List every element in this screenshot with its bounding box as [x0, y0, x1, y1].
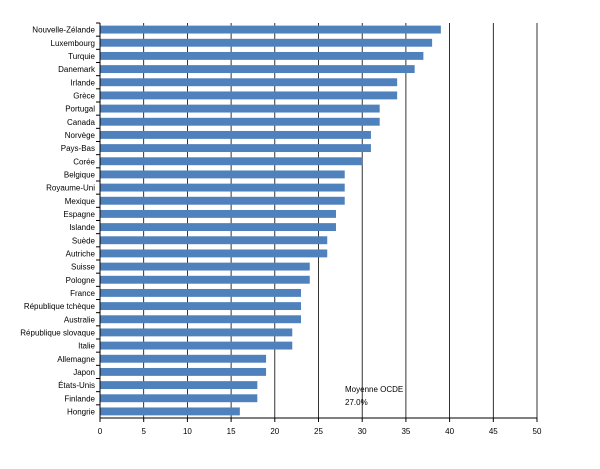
bars: [100, 25, 441, 416]
category-label: Nouvelle-Zélande: [32, 26, 95, 35]
x-tick-label: 45: [489, 427, 498, 436]
x-tick-label: 10: [183, 427, 192, 436]
grid-lines: [143, 23, 538, 418]
category-label: Italie: [78, 342, 95, 351]
bar: [100, 38, 433, 47]
x-tick-label: 40: [445, 427, 454, 436]
category-label: Turquie: [68, 52, 95, 61]
bar: [100, 65, 415, 74]
bar: [100, 407, 240, 416]
bar: [100, 367, 267, 376]
x-tick-label: 25: [314, 427, 323, 436]
category-label: États-Unis: [58, 381, 95, 390]
category-label: Suède: [72, 236, 96, 245]
x-tick-label: 30: [358, 427, 367, 436]
bar: [100, 262, 310, 271]
bar: [100, 249, 328, 258]
bar: [100, 144, 371, 153]
category-label: Pologne: [66, 276, 96, 285]
annotation-label: Moyenne OCDE: [345, 385, 403, 394]
bar: [100, 25, 441, 34]
bar: [100, 196, 345, 205]
category-label: Canada: [67, 118, 96, 127]
bar: [100, 236, 328, 245]
category-label: Allemagne: [57, 355, 95, 364]
category-label: Japon: [73, 368, 95, 377]
bar: [100, 209, 336, 218]
category-label: Suisse: [71, 263, 96, 272]
category-label: Luxembourg: [51, 39, 95, 48]
bar: [100, 354, 267, 363]
bar: [100, 183, 345, 192]
category-label: Norvège: [65, 131, 96, 140]
bar: [100, 130, 371, 139]
x-tick-label: 0: [98, 427, 103, 436]
category-label: Espagne: [63, 210, 95, 219]
category-label: Irlande: [71, 78, 96, 87]
bar: [100, 341, 293, 350]
bar: [100, 288, 302, 297]
category-label: Belgique: [64, 170, 96, 179]
category-label: Australie: [64, 315, 96, 324]
bar: [100, 328, 293, 337]
category-label: Islande: [69, 223, 95, 232]
x-tick-label: 5: [141, 427, 146, 436]
category-label: Grèce: [73, 91, 95, 100]
category-labels: Nouvelle-Zélande Luxembourg Turquie Danemar…: [20, 22, 100, 416]
bar: [100, 78, 398, 87]
category-label: Autriche: [66, 249, 96, 258]
bar: [100, 315, 302, 324]
bar: [100, 223, 336, 232]
x-axis-tick-labels: 0 5 10 15 20 25 30 35 40 45 50: [98, 418, 542, 436]
category-label: Danemark: [58, 65, 96, 74]
annotation-value: 27.0%: [345, 398, 368, 407]
bar: [100, 170, 345, 179]
category-label: Corée: [73, 157, 95, 166]
bar: [100, 117, 380, 126]
category-label: Hongrie: [67, 407, 96, 416]
category-label: Pays-Bas: [61, 144, 95, 153]
bar: [100, 381, 258, 390]
category-label: Finlande: [64, 394, 95, 403]
category-label: Mexique: [65, 197, 96, 206]
bar: [100, 394, 258, 403]
x-tick-label: 35: [401, 427, 410, 436]
category-label: France: [70, 289, 95, 298]
bar: [100, 104, 380, 113]
x-tick-label: 20: [270, 427, 279, 436]
x-tick-label: 50: [533, 427, 542, 436]
bar: [100, 51, 424, 60]
bar: [100, 157, 363, 166]
bar: [100, 302, 302, 311]
category-label: République tchèque: [24, 302, 96, 311]
x-tick-label: 15: [227, 427, 236, 436]
category-label: République slovaque: [20, 328, 95, 337]
bar: [100, 91, 398, 100]
category-label: Portugal: [65, 105, 95, 114]
bar: [100, 275, 310, 284]
category-label: Royaume-Uni: [46, 184, 95, 193]
